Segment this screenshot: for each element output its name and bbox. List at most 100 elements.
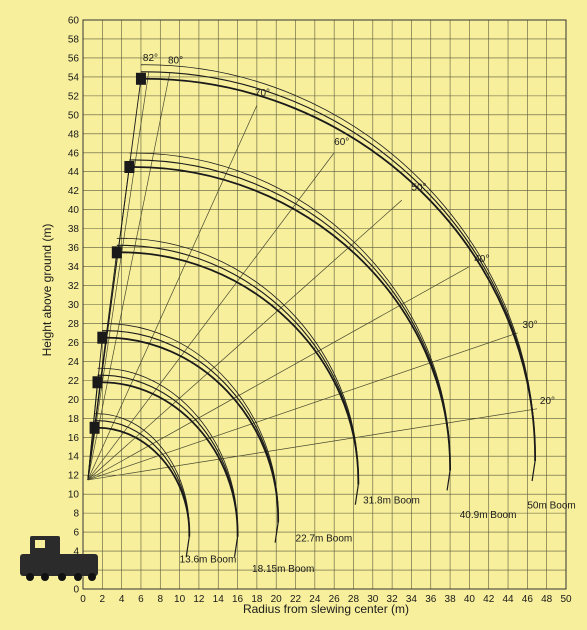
boom-curve xyxy=(116,237,359,482)
y-tick-label: 20 xyxy=(68,395,80,406)
x-tick-label: 50 xyxy=(560,594,572,605)
y-tick-label: 4 xyxy=(73,547,79,558)
x-tick-label: 16 xyxy=(232,594,244,605)
y-axis-title: Height above ground (m) xyxy=(40,224,54,357)
y-tick-label: 56 xyxy=(68,53,80,64)
y-tick-label: 60 xyxy=(68,16,80,27)
x-tick-label: 44 xyxy=(502,594,514,605)
y-tick-label: 40 xyxy=(68,205,80,216)
x-tick-label: 0 xyxy=(80,594,86,605)
boom-curve xyxy=(140,77,536,461)
crane-icon-wheel xyxy=(41,573,49,581)
boom-curve-tail xyxy=(354,484,359,505)
x-tick-label: 36 xyxy=(425,594,437,605)
boom-label: 40.9m Boom xyxy=(460,510,517,521)
grid xyxy=(82,19,567,590)
y-tick-label: 10 xyxy=(68,490,80,501)
boom-curve xyxy=(97,374,239,536)
boom-label: 50m Boom xyxy=(527,500,575,511)
tick-labels: 0 2 4 6 8 10 12 14 16 18 20 22 24 26 28 30 32 34 36 38 40 42 4… xyxy=(68,16,572,606)
x-tick-label: 28 xyxy=(348,594,360,605)
boom-label: 22.7m Boom xyxy=(296,534,353,545)
y-tick-label: 44 xyxy=(68,167,80,178)
y-tick-label: 18 xyxy=(68,414,80,425)
angle-label: 70° xyxy=(255,88,270,99)
y-tick-label: 26 xyxy=(68,338,80,349)
x-tick-label: 30 xyxy=(367,594,379,605)
x-axis-title: Radius from slewing center (m) xyxy=(243,602,409,616)
x-tick-label: 42 xyxy=(483,594,495,605)
x-tick-label: 20 xyxy=(271,594,283,605)
boom-curve xyxy=(116,251,360,485)
y-tick-label: 30 xyxy=(68,300,80,311)
y-tick-label: 58 xyxy=(68,34,80,45)
angle-label: 30° xyxy=(523,320,538,331)
angle-label: 82° xyxy=(143,53,158,64)
angle-line xyxy=(87,408,538,481)
boom-curve xyxy=(94,420,190,536)
y-tick-label: 32 xyxy=(68,281,80,292)
boom-label: 31.8m Boom xyxy=(363,496,420,507)
boom-curve xyxy=(102,336,280,523)
x-tick-label: 18 xyxy=(251,594,263,605)
y-tick-label: 48 xyxy=(68,129,80,140)
y-tick-label: 42 xyxy=(68,186,80,197)
x-tick-label: 10 xyxy=(174,594,186,605)
boom-curve-tail xyxy=(185,536,190,557)
angle-line xyxy=(87,266,470,481)
y-tick-label: 50 xyxy=(68,110,80,121)
angle-label: 60° xyxy=(334,137,349,148)
x-tick-label: 48 xyxy=(541,594,553,605)
y-tick-label: 38 xyxy=(68,224,80,235)
boom-curve-tail xyxy=(233,536,239,557)
y-tick-label: 52 xyxy=(68,91,80,102)
x-tick-label: 40 xyxy=(464,594,476,605)
angle-line xyxy=(87,72,150,480)
plot-frame xyxy=(82,19,567,590)
angle-line xyxy=(87,72,171,481)
boom-arm xyxy=(87,337,103,480)
y-tick-label: 28 xyxy=(68,319,80,330)
crane-icon-wheel xyxy=(58,573,66,581)
x-tick-label: 46 xyxy=(522,594,534,605)
boom-curve-tail xyxy=(446,470,451,491)
y-tick-label: 16 xyxy=(68,433,80,444)
boom-arm xyxy=(87,78,142,481)
boom-curve xyxy=(94,413,190,534)
boom-curve xyxy=(97,367,238,534)
x-tick-label: 24 xyxy=(309,594,321,605)
boom-curve xyxy=(140,64,536,458)
angle-label: 20° xyxy=(540,396,555,407)
x-tick-label: 22 xyxy=(290,594,302,605)
angle-line xyxy=(87,152,335,481)
boom-curve xyxy=(129,152,451,468)
y-tick-label: 12 xyxy=(68,471,80,482)
boom-head-marker xyxy=(111,246,122,259)
y-tick-label: 6 xyxy=(73,528,79,539)
boom-head-marker xyxy=(135,72,146,85)
y-tick-label: 22 xyxy=(68,376,80,387)
crane-icon-wheel xyxy=(26,573,34,581)
boom-curve xyxy=(140,71,536,460)
crane-icon-base xyxy=(20,554,98,576)
y-tick-label: 46 xyxy=(68,148,80,159)
boom-curve-tail xyxy=(274,522,279,543)
crane-icon xyxy=(20,536,98,581)
x-tick-label: 26 xyxy=(329,594,341,605)
x-tick-label: 4 xyxy=(119,594,125,605)
boom-head-marker xyxy=(97,331,108,344)
x-tick-label: 38 xyxy=(445,594,457,605)
y-tick-label: 8 xyxy=(73,509,79,520)
x-tick-label: 6 xyxy=(138,594,144,605)
crane-icon-wheel xyxy=(74,573,82,581)
boom-curve-tail xyxy=(531,460,536,482)
x-tick-label: 2 xyxy=(100,594,106,605)
x-tick-label: 34 xyxy=(406,594,418,605)
boom-curves: 13.6m Boom 18.15m Boom 22.7m Boom 31.8m Boo… xyxy=(87,64,576,575)
boom-label: 13.6m Boom xyxy=(180,554,237,565)
boom-label: 18.15m Boom xyxy=(252,564,314,575)
y-tick-label: 24 xyxy=(68,357,80,368)
boom-curve xyxy=(129,166,451,471)
x-tick-label: 8 xyxy=(157,594,163,605)
